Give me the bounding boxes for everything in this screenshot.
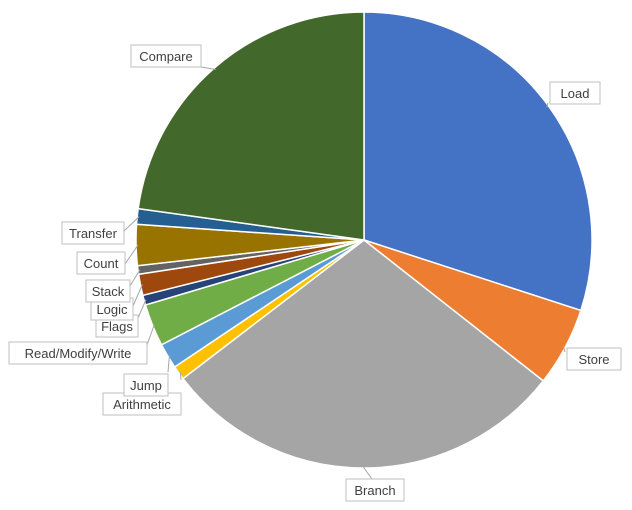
data-label-box [130,44,202,68]
data-label-text: Store [578,352,609,367]
data-label-box [85,279,131,303]
data-label-box [345,478,405,502]
data-label-box [549,81,601,105]
data-label-box [76,251,126,275]
leader-lines [123,66,566,480]
leader-line-count [124,244,139,265]
data-labels: Load Store Branch Arithmetic Jump Read/Modify… [8,44,622,502]
data-label-jump: Jump [123,373,169,397]
data-label-text: Transfer [69,226,118,241]
pie-slices [135,11,593,469]
leader-line-branch [362,465,373,480]
data-label-text: Arithmetic [113,397,171,412]
data-label-compare: Compare [130,44,202,68]
data-label-load: Load [549,81,601,105]
data-label-box [566,347,622,371]
data-label-text: Stack [92,284,125,299]
data-label-logic: Logic [90,297,134,321]
data-label-box [123,373,169,397]
data-label-read-modify-write: Read/Modify/Write [8,341,148,365]
pie-slice-branch [181,239,545,469]
leader-line-jump [167,355,170,373]
data-label-text: Compare [139,49,192,64]
data-label-box [61,221,125,245]
leader-line-compare [200,66,216,71]
data-label-box [8,341,148,365]
data-label-text: Flags [101,319,133,334]
data-label-text: Logic [96,302,128,317]
data-label-count: Count [76,251,126,275]
data-label-stack: Stack [85,279,131,303]
leader-line-logic [132,284,143,307]
data-label-text: Count [84,256,119,271]
data-label-text: Branch [354,483,395,498]
data-label-text: Jump [130,378,162,393]
pie-slice-load [363,11,593,312]
data-label-arithmetic: Arithmetic [102,392,182,416]
data-label-branch: Branch [345,478,405,502]
leader-line-load [546,102,549,108]
leader-line-read-modify-write [146,324,155,346]
data-label-transfer: Transfer [61,221,125,245]
pie-slice-compare [137,11,365,241]
leader-line-stack [129,269,141,287]
data-label-store: Store [566,347,622,371]
data-label-text: Load [561,86,590,101]
data-label-text: Read/Modify/Write [25,346,132,361]
leader-line-arithmetic [179,371,182,381]
leader-line-transfer [123,216,140,232]
leader-line-flags [137,299,147,319]
leader-line-store [562,346,566,353]
